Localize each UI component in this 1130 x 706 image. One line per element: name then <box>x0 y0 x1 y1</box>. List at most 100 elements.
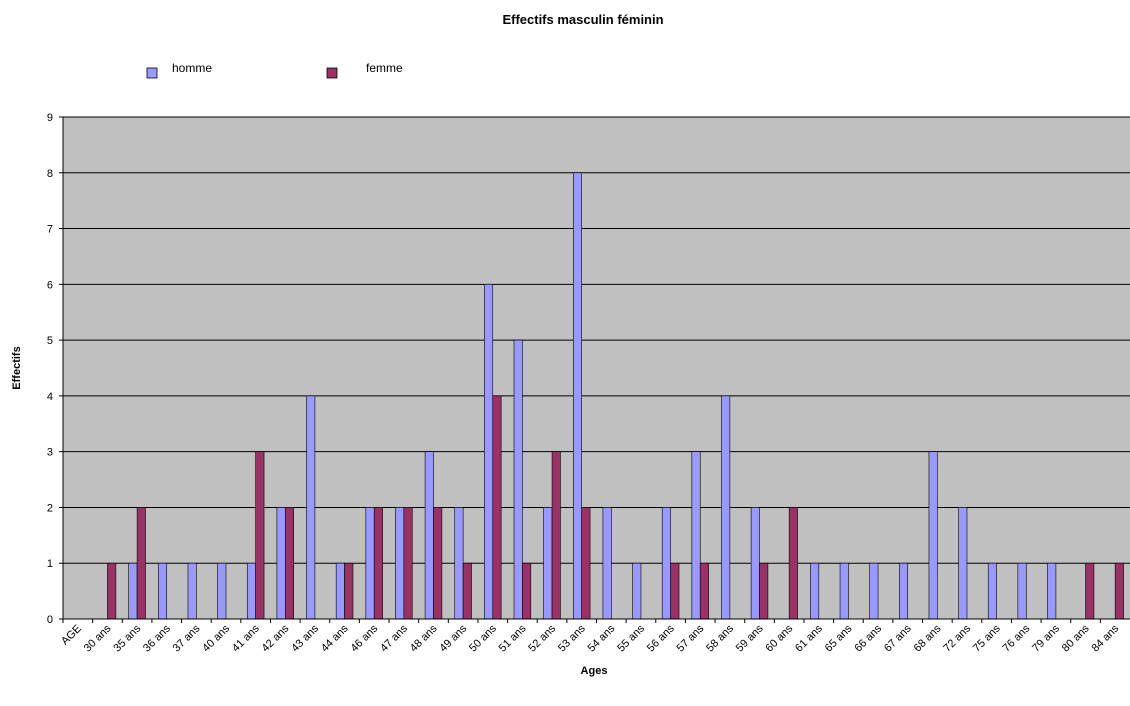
x-tick-label: 43 ans <box>289 622 321 654</box>
x-tick-label: 79 ans <box>1030 622 1062 654</box>
bar-homme <box>424 451 434 620</box>
legend-swatch-homme <box>146 67 158 79</box>
x-tick-label: 30 ans <box>82 622 114 654</box>
bar-femme <box>670 562 680 620</box>
bar-femme <box>492 395 502 620</box>
bar-homme <box>276 507 286 620</box>
chart-title: Effectifs masculin féminin <box>502 12 663 27</box>
y-ticks: 0 1 2 3 4 5 6 7 8 9 <box>47 112 63 626</box>
bar-homme <box>1017 562 1027 620</box>
x-tick-label: 76 ans <box>1001 622 1033 654</box>
bar-homme <box>750 507 760 620</box>
x-tick-label: AGE <box>59 623 84 648</box>
bar-homme <box>987 562 997 620</box>
bar-homme <box>810 562 820 620</box>
bar-homme <box>454 507 464 620</box>
y-tick-label: 7 <box>47 224 53 236</box>
x-tick-label: 67 ans <box>882 622 914 654</box>
x-tick-label: 42 ans <box>260 622 292 654</box>
gridlines <box>63 116 1130 564</box>
bar-homme <box>484 284 494 620</box>
y-tick-label: 4 <box>47 391 53 403</box>
bar-homme <box>395 507 405 620</box>
x-tick-label: 54 ans <box>586 622 618 654</box>
bar-femme <box>788 507 798 620</box>
bar-homme <box>958 507 968 620</box>
x-tick-label: 50 ans <box>467 622 499 654</box>
bar-femme <box>551 451 561 620</box>
bar-homme <box>928 451 938 620</box>
x-tick-label: 72 ans <box>941 622 973 654</box>
x-tick-label: 48 ans <box>408 622 440 654</box>
legend-label-femme: femme <box>366 61 403 75</box>
bar-femme <box>433 507 443 620</box>
bar-femme <box>284 507 294 620</box>
y-tick-label: 5 <box>47 335 53 347</box>
x-tick-label: 57 ans <box>675 622 707 654</box>
plot-area <box>63 117 1130 619</box>
bar-femme <box>1114 562 1124 620</box>
x-tick-label: 80 ans <box>1060 622 1092 654</box>
x-tick-label: 66 ans <box>852 622 884 654</box>
bar-homme <box>365 507 375 620</box>
bar-homme <box>1047 562 1057 620</box>
y-tick-label: 2 <box>47 502 53 514</box>
x-tick-label: 75 ans <box>971 622 1003 654</box>
bar-homme <box>661 507 671 620</box>
bar-femme <box>107 562 117 620</box>
bar-femme <box>581 507 591 620</box>
x-tick-label: 65 ans <box>823 622 855 654</box>
bar-femme <box>522 562 532 620</box>
y-tick-label: 3 <box>47 447 53 459</box>
bar-homme <box>306 395 316 620</box>
bar-homme <box>572 172 582 620</box>
x-tick-label: 58 ans <box>704 622 736 654</box>
legend-label-homme: homme <box>172 61 212 75</box>
x-tick-label: 36 ans <box>141 622 173 654</box>
x-tick-label: 59 ans <box>734 622 766 654</box>
x-tick-label: 52 ans <box>526 622 558 654</box>
y-tick-label: 8 <box>47 168 53 180</box>
x-tick-label: 61 ans <box>793 622 825 654</box>
x-tick-label: 37 ans <box>171 622 203 654</box>
x-tick-label: 44 ans <box>319 622 351 654</box>
bar-homme <box>217 562 227 620</box>
x-tick-label: 55 ans <box>615 622 647 654</box>
bar-homme <box>899 562 909 620</box>
y-tick-label: 1 <box>47 558 53 570</box>
x-tick-label: 84 ans <box>1089 622 1121 654</box>
x-tick-label: 56 ans <box>645 622 677 654</box>
x-tick-label: 35 ans <box>111 622 143 654</box>
y-tick-label: 6 <box>47 279 53 291</box>
y-axis-title: Effectifs <box>11 346 23 389</box>
bar-femme <box>462 562 472 620</box>
bar-femme <box>136 507 146 620</box>
x-tick-label: 68 ans <box>912 622 944 654</box>
y-tick-label: 9 <box>47 112 53 124</box>
bar-femme <box>403 507 413 620</box>
legend: homme femme <box>146 61 403 79</box>
bar-homme <box>513 339 523 620</box>
x-tick-label: 40 ans <box>200 622 232 654</box>
bar-homme <box>839 562 849 620</box>
bar-homme <box>632 562 642 620</box>
bar-homme <box>721 395 731 620</box>
x-axis-title: Ages <box>581 665 608 677</box>
bar-homme <box>543 507 553 620</box>
bar-homme <box>691 451 701 620</box>
bar-homme <box>187 562 197 620</box>
bar-homme <box>335 562 345 620</box>
bar-homme <box>602 507 612 620</box>
bar-femme <box>699 562 709 620</box>
x-tick-label: 41 ans <box>230 622 262 654</box>
bar-femme <box>255 451 265 620</box>
x-tick-label: 60 ans <box>763 622 795 654</box>
bar-femme <box>759 562 769 620</box>
bar-femme <box>373 507 383 620</box>
x-tick-label: 51 ans <box>497 622 529 654</box>
bar-homme <box>158 562 168 620</box>
x-tick-label: 49 ans <box>437 622 469 654</box>
bar-homme <box>869 562 879 620</box>
